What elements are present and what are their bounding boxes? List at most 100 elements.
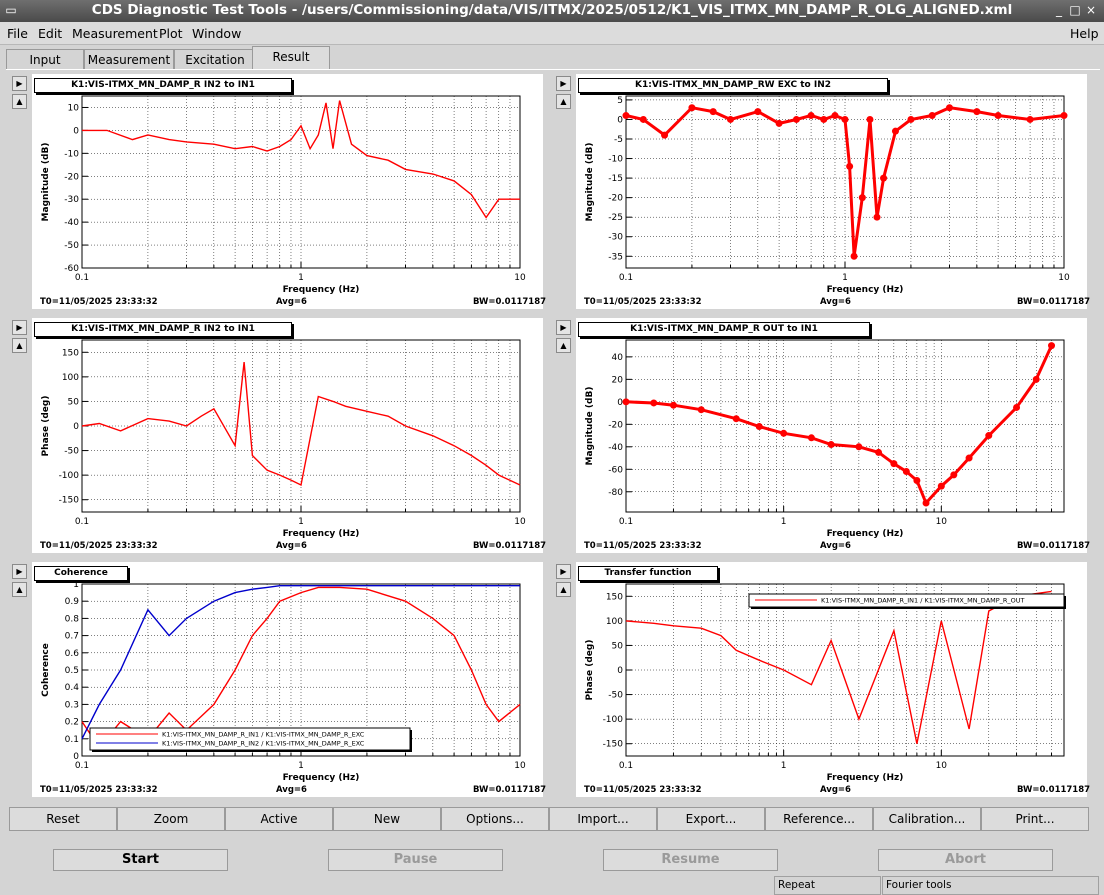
data-point <box>622 112 630 120</box>
calibration-button[interactable]: Calibration... <box>873 807 981 831</box>
window-menu-icon[interactable]: ▭ <box>5 3 17 17</box>
menu-plot[interactable]: Plot <box>159 26 183 41</box>
x-tick-label: 10 <box>1058 273 1070 283</box>
footer-t0: T0=11/05/2025 23:33:32 <box>40 297 158 307</box>
y-tick-label: 0.3 <box>65 700 79 710</box>
data-point <box>807 112 815 120</box>
new-button[interactable]: New <box>333 807 441 831</box>
start-button[interactable]: Start <box>53 849 228 871</box>
panel-5-expand-arrow-icon[interactable]: ▲ <box>12 582 27 597</box>
plot-svg[interactable]: 0.1 1 10 150 100 50 0 -50 -100 -150 Frequency (Hz)… <box>32 318 543 553</box>
x-tick-label: 1 <box>298 761 304 771</box>
legend-entry: K1:VIS-ITMX_MN_DAMP_R_IN2 / K1:VIS-ITMX_… <box>162 740 365 748</box>
x-tick-label: 0.1 <box>75 517 89 527</box>
y-tick-label: 20 <box>612 375 624 385</box>
data-point <box>792 115 800 123</box>
plot-svg[interactable]: 0.1 1 10 40 20 0 -20 -40 -60 -80 Frequency (Hz) Mag… <box>576 318 1087 553</box>
tab-divider <box>6 69 1100 70</box>
plot-panel-magnitude-out-in1[interactable]: 0.1 1 10 40 20 0 -20 -40 -60 -80 Frequency (Hz) Mag… <box>576 318 1090 553</box>
data-point <box>1032 375 1040 383</box>
y-axis-label: Magnitude (dB) <box>41 143 51 222</box>
data-point <box>827 441 835 449</box>
window-title: CDS Diagnostic Test Tools - /users/Commi… <box>91 2 1013 18</box>
data-point <box>755 423 763 431</box>
footer-avg: Avg=6 <box>820 297 851 307</box>
data-point <box>994 112 1002 120</box>
footer-avg: Avg=6 <box>820 541 851 551</box>
print-button[interactable]: Print... <box>981 807 1089 831</box>
panel-4-options-arrow-icon[interactable]: ▶ <box>556 320 571 335</box>
resume-button[interactable]: Resume <box>603 849 778 871</box>
data-point <box>709 108 717 116</box>
data-point <box>688 104 696 112</box>
tab-result[interactable]: Result <box>252 46 330 70</box>
zoom-button[interactable]: Zoom <box>117 807 225 831</box>
title-bar: ▭ CDS Diagnostic Test Tools - /users/Com… <box>0 0 1104 22</box>
x-tick-label: 10 <box>936 517 948 527</box>
plot-title: Coherence <box>34 566 128 581</box>
data-point <box>875 448 883 456</box>
data-point <box>858 194 866 202</box>
reference-button[interactable]: Reference... <box>765 807 873 831</box>
active-button[interactable]: Active <box>225 807 333 831</box>
y-tick-label: 1 <box>73 580 79 590</box>
menu-edit[interactable]: Edit <box>38 26 63 41</box>
data-point <box>807 434 815 442</box>
abort-button[interactable]: Abort <box>878 849 1053 871</box>
data-series-1 <box>81 586 521 749</box>
plot-svg[interactable]: 0.1 1 10 10 0 -10 -20 -30 -40 -50 -60 Frequency (Hz… <box>32 74 543 309</box>
panel-3-expand-arrow-icon[interactable]: ▲ <box>12 338 27 353</box>
y-axis-label: Magnitude (dB) <box>585 143 595 222</box>
y-tick-label: 0 <box>617 398 623 408</box>
pause-button[interactable]: Pause <box>328 849 503 871</box>
data-point <box>890 460 898 468</box>
plot-panel-transfer-function[interactable]: 0.1 1 10 150 100 50 0 -50 -100 -150 Frequency (Hz)… <box>576 562 1090 797</box>
plot-svg[interactable]: 0.1 1 10 5 0 -5 -10 -15 -20 -25 -30 -35 Frequency (H… <box>576 74 1087 309</box>
y-tick-label: -35 <box>608 252 623 262</box>
plot-svg[interactable]: 0.1 1 1010.90.80.70.60.50.40.30.20.10Frequ… <box>32 562 543 797</box>
options-button[interactable]: Options... <box>441 807 549 831</box>
panel-2-options-arrow-icon[interactable]: ▶ <box>556 76 571 91</box>
x-tick-label: 10 <box>514 517 526 527</box>
maximize-button[interactable]: □ <box>1069 3 1081 17</box>
panel-4-expand-arrow-icon[interactable]: ▲ <box>556 338 571 353</box>
panel-2-expand-arrow-icon[interactable]: ▲ <box>556 94 571 109</box>
close-button[interactable]: × <box>1085 3 1097 17</box>
tab-excitation[interactable]: Excitation <box>174 49 256 69</box>
panel-6-expand-arrow-icon[interactable]: ▲ <box>556 582 571 597</box>
x-tick-label: 10 <box>514 761 526 771</box>
y-tick-label: 10 <box>68 103 80 113</box>
data-point <box>820 115 828 123</box>
tab-measurement[interactable]: Measurement <box>84 49 174 69</box>
plot-panel-magnitude-in2-in1[interactable]: 0.1 1 10 10 0 -10 -20 -30 -40 -50 -60 Frequency (Hz… <box>32 74 546 309</box>
export-button[interactable]: Export... <box>657 807 765 831</box>
y-tick-label: -10 <box>64 149 79 159</box>
y-tick-label: 0.2 <box>65 718 79 728</box>
menu-help[interactable]: Help <box>1070 26 1099 41</box>
import-button[interactable]: Import... <box>549 807 657 831</box>
plot-panel-coherence[interactable]: 0.1 1 10 1 0.9 0.8 0.7 0.6 0.5 0.4 0.3 0.2 0.1 0 Frequ… <box>32 562 546 797</box>
menu-file[interactable]: File <box>7 26 28 41</box>
minimize-button[interactable]: _ <box>1056 3 1062 17</box>
footer-avg: Avg=6 <box>276 785 307 795</box>
panel-1-expand-arrow-icon[interactable]: ▲ <box>12 94 27 109</box>
footer-t0: T0=11/05/2025 23:33:32 <box>584 297 702 307</box>
plot-svg[interactable]: 0.1 1 10 150 100 50 0 -50 -100 -150 Frequency (Hz)… <box>576 562 1087 797</box>
menu-measurement[interactable]: Measurement <box>72 26 158 41</box>
y-tick-label: -80 <box>608 488 623 498</box>
y-tick-label: -25 <box>608 213 623 223</box>
plot-panel-phase-in2-in1[interactable]: 0.1 1 10 150 100 50 0 -50 -100 -150 Frequency (Hz)… <box>32 318 547 553</box>
tab-input[interactable]: Input <box>6 49 84 69</box>
plot-panel-magnitude-exc-in2[interactable]: 0.1 1 10 5 0 -5 -10 -15 -20 -25 -30 -35 Frequency (H… <box>576 74 1090 309</box>
x-tick-label: 0.1 <box>619 761 633 771</box>
footer-bw: BW=0.0117187 <box>473 541 547 551</box>
data-point <box>1026 115 1034 123</box>
panel-3-options-arrow-icon[interactable]: ▶ <box>12 320 27 335</box>
panel-5-options-arrow-icon[interactable]: ▶ <box>12 564 27 579</box>
panel-1-options-arrow-icon[interactable]: ▶ <box>12 76 27 91</box>
data-point <box>697 406 705 414</box>
menu-window[interactable]: Window <box>192 26 242 41</box>
y-tick-label: 0 <box>73 752 79 762</box>
reset-button[interactable]: Reset <box>9 807 117 831</box>
panel-6-options-arrow-icon[interactable]: ▶ <box>556 564 571 579</box>
